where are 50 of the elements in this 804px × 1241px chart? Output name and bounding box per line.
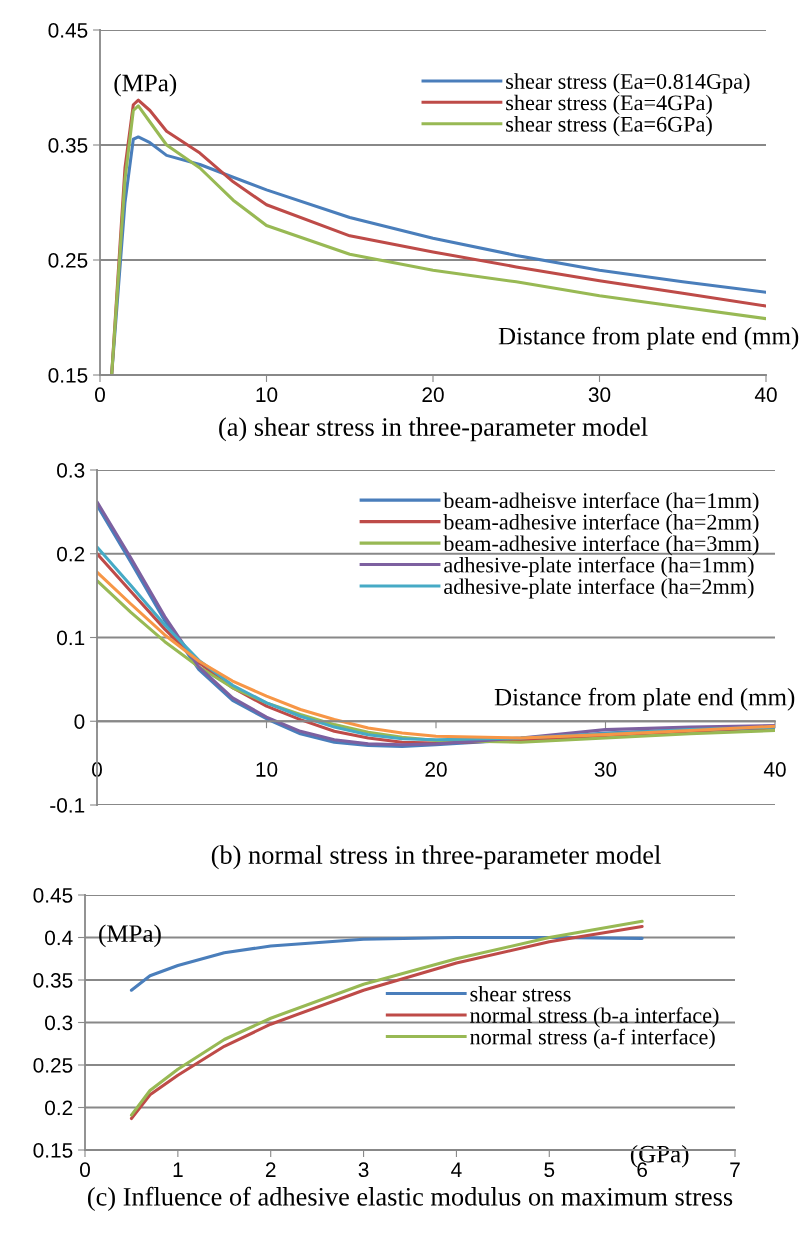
y-tick-label: 0.3	[57, 463, 85, 478]
x-tick-label: 40	[754, 387, 777, 403]
x-tick-label: 10	[256, 762, 278, 777]
x-tick-label: 20	[422, 387, 444, 403]
x-tick-label: 5	[544, 1162, 555, 1178]
x-tick-label: 40	[763, 762, 786, 777]
legend-label: shear stress	[470, 985, 571, 1002]
legend-label: normal stress (a-f interface)	[470, 1028, 715, 1050]
x-tick-label: 10	[256, 387, 278, 403]
y-tick-label: 0.25	[33, 1058, 73, 1073]
y-tick-label: 0.1	[57, 630, 85, 646]
y-tick-label: -0.1	[50, 798, 85, 813]
x-tick-label: 7	[730, 1162, 740, 1177]
y-tick-label: 0.25	[48, 253, 88, 268]
legend-label: beam-adheisve interface (ha=1mm)	[443, 492, 759, 513]
y-axis-title: (MPa)	[99, 924, 161, 948]
y-tick-label: 0.2	[45, 1100, 73, 1116]
x-axis-title: Distance from plate end (mm)	[498, 326, 799, 350]
legend-label: beam-adhesive interface (ha=3mm)	[443, 535, 759, 556]
x-tick-label: 30	[588, 387, 611, 403]
y-tick-label: 0	[74, 714, 85, 729]
x-tick-label: 1	[173, 1162, 183, 1177]
y-tick-label: 0.45	[33, 888, 73, 903]
y-tick-label: 0.3	[45, 1015, 73, 1031]
legend-label: adhesive-plate interface (ha=1mm)	[444, 556, 754, 578]
x-tick-label: 3	[358, 1162, 369, 1178]
legend-label: shear stress (Ea=4GPa)	[506, 94, 712, 115]
x-tick-label: 2	[265, 1162, 276, 1177]
x-tick-label: 4	[451, 1162, 462, 1177]
x-tick-label: 30	[594, 762, 617, 777]
legend-label: shear stress (Ea=6GPa)	[506, 116, 712, 137]
text: (a) shear stress in three-parameter model	[219, 417, 648, 442]
y-tick-label: 0.35	[33, 973, 73, 988]
text: (b) normal stress in three-parameter model	[211, 845, 661, 870]
y-tick-label: 0.45	[48, 23, 88, 38]
y-tick-label: 0.35	[48, 138, 88, 153]
legend-label: adhesive-plate interface (ha=2mm)	[444, 578, 754, 599]
x-tick-label: 20	[425, 762, 447, 777]
y-tick-label: 0.15	[33, 1143, 73, 1158]
y-axis-title: (MPa)	[114, 73, 177, 97]
y-tick-label: 0.4	[45, 930, 73, 946]
y-tick-label: 0.2	[57, 546, 85, 562]
legend-label: normal stress (b-a interface)	[470, 1007, 719, 1028]
legend-label: beam-adhesive interface (ha=2mm)	[443, 513, 759, 535]
x-tick-label: 0	[95, 387, 105, 403]
text: (c) Influence of adhesive elastic modulus on maximum stress	[87, 1186, 733, 1212]
x-axis-title: Distance from plate end (mm)	[494, 687, 795, 711]
x-tick-label: 0	[92, 762, 102, 777]
y-tick-label: 0.15	[48, 368, 88, 383]
legend-label: shear stress (Ea=0.814Gpa)	[506, 73, 750, 94]
